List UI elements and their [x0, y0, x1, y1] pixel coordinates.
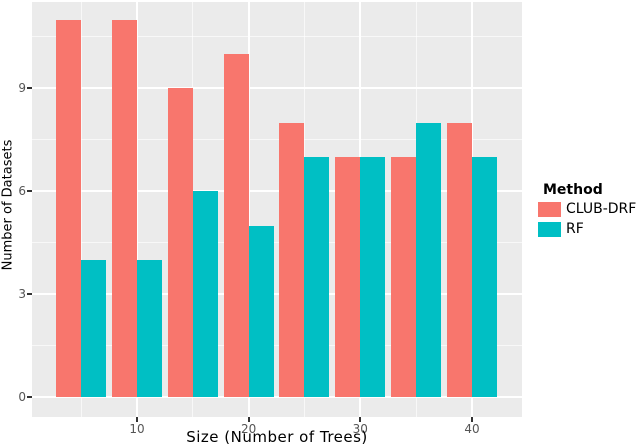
y-tick-mark	[27, 293, 32, 296]
gridline-major-vertical	[247, 2, 250, 417]
gridline-minor-horizontal	[32, 36, 522, 38]
y-axis-title: Number of Datasets	[0, 139, 16, 271]
legend-key-swatch	[538, 201, 561, 217]
legend-title: Method	[543, 182, 603, 198]
x-tick-mark	[470, 417, 473, 422]
y-tick-label: 3	[18, 287, 26, 302]
legend-entries: CLUB-DRF RF	[538, 201, 640, 237]
gridline-major-horizontal	[32, 190, 522, 193]
x-tick-label: 20	[240, 422, 257, 436]
bar-club-drf-15	[167, 88, 193, 398]
bar-rf-5	[81, 259, 107, 398]
bar-rf-35	[416, 122, 442, 398]
legend-entry-label: CLUB-DRF	[566, 201, 637, 217]
x-tick-label: 30	[352, 422, 368, 436]
legend: Method CLUB-DRF RF	[538, 182, 640, 241]
bar-club-drf-25	[279, 122, 305, 398]
legend-entry-label: RF	[566, 221, 584, 237]
y-tick-mark	[27, 396, 32, 399]
legend-entry: RF	[538, 221, 640, 237]
bar-club-drf-20	[223, 54, 249, 398]
bar-rf-15	[192, 191, 218, 398]
y-tick-label: 6	[18, 184, 26, 199]
bar-club-drf-5	[56, 19, 82, 398]
bar-rf-40	[471, 156, 497, 398]
bar-club-drf-10	[111, 19, 137, 398]
gridline-minor-vertical	[80, 2, 82, 417]
legend-key-swatch	[538, 221, 561, 237]
x-tick-mark	[247, 417, 250, 422]
x-tick-label: 40	[464, 422, 480, 436]
gridline-minor-horizontal	[32, 345, 522, 347]
x-tick-label: 10	[129, 422, 145, 436]
legend-entry: CLUB-DRF	[538, 201, 640, 217]
y-tick-label: 0	[18, 390, 26, 405]
y-tick-mark	[27, 87, 32, 90]
bar-club-drf-30	[335, 156, 361, 398]
gridline-minor-horizontal	[32, 242, 522, 244]
x-axis-title: Size (Number of Trees)	[186, 428, 368, 446]
bar-rf-10	[136, 259, 162, 398]
gridline-minor-horizontal	[32, 139, 522, 141]
bar-club-drf-40	[446, 122, 472, 398]
x-tick-mark	[135, 417, 138, 422]
gridline-major-horizontal	[32, 396, 522, 399]
bar-rf-20	[248, 225, 274, 398]
gridline-major-horizontal	[32, 87, 522, 90]
bar-club-drf-35	[391, 156, 417, 398]
bar-rf-25	[304, 156, 330, 398]
x-tick-mark	[359, 417, 362, 422]
y-tick-label: 9	[18, 81, 26, 96]
bar-rf-30	[360, 156, 386, 398]
gridline-major-horizontal	[32, 293, 522, 296]
plot-panel	[32, 2, 522, 417]
gridline-major-vertical	[135, 2, 138, 417]
y-tick-mark	[27, 190, 32, 193]
